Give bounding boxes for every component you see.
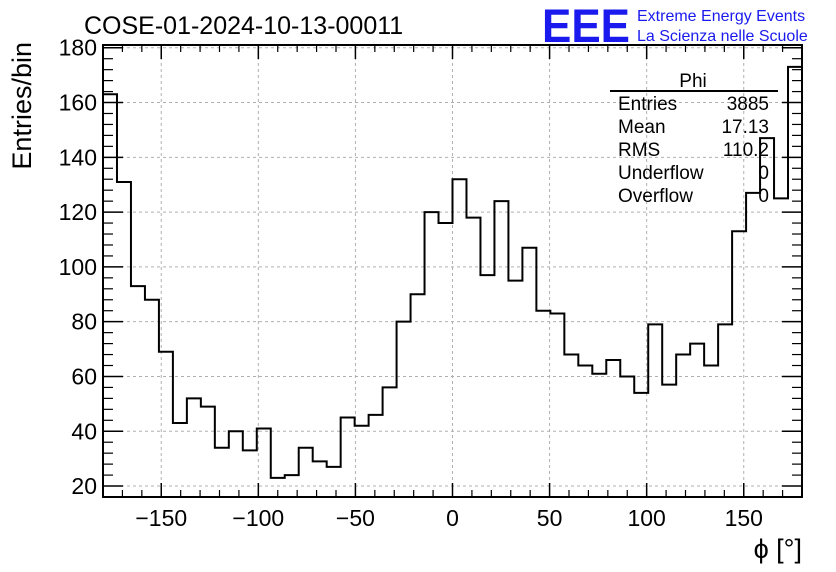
chart-title: COSE-01-2024-10-13-00011	[84, 12, 403, 40]
eee-logo: EEE Extreme Energy Events La Scienza nel…	[542, 0, 808, 52]
stats-label-overflow: Overflow	[618, 186, 693, 207]
tick-labels: −150 −100 −50 0 50 100 150 20 40 60 80 100 120 140 160…	[59, 35, 763, 531]
y-tick-label: 60	[71, 363, 97, 389]
y-tick-label: 120	[59, 199, 97, 225]
y-tick-label: 100	[59, 254, 97, 280]
eee-logo-mark: EEE	[542, 0, 630, 52]
stats-value-rms: 110.2	[723, 140, 769, 161]
stats-label-mean: Mean	[618, 117, 666, 138]
x-tick-label: 50	[537, 505, 563, 531]
stats-label-rms: RMS	[618, 140, 660, 161]
x-tick-label: −50	[336, 505, 375, 531]
y-tick-label: 40	[71, 418, 97, 444]
axis-ticks	[103, 45, 802, 498]
x-tick-label: 100	[627, 505, 665, 531]
stats-box: Phi Entries 3885 Mean 17.13 RMS 110.2 Un…	[610, 71, 778, 207]
stats-label-entries: Entries	[618, 94, 677, 115]
y-tick-label: 140	[59, 144, 97, 170]
y-tick-label: 20	[71, 473, 97, 499]
stats-value-entries: 3885	[727, 94, 769, 115]
x-axis-label: ϕ [°]	[754, 534, 802, 564]
eee-logo-line1: Extreme Energy Events	[637, 8, 805, 25]
x-tick-label: −150	[135, 505, 187, 531]
x-tick-label: 0	[446, 505, 459, 531]
grid-lines	[103, 45, 802, 497]
stats-value-underflow: 0	[758, 163, 769, 184]
eee-logo-line2: La Scienza nelle Scuole	[637, 28, 808, 45]
stats-value-mean: 17.13	[721, 117, 769, 138]
y-axis-label: Entries/bin	[7, 42, 37, 170]
histogram-bins	[103, 67, 802, 478]
y-tick-label: 160	[59, 90, 97, 116]
stats-value-overflow: 0	[758, 186, 769, 207]
x-tick-label: 150	[725, 505, 763, 531]
x-tick-label: −100	[232, 505, 284, 531]
histogram-line	[102, 65, 803, 497]
y-tick-label: 80	[71, 309, 97, 335]
y-tick-label: 180	[59, 35, 97, 61]
stats-label-underflow: Underflow	[618, 163, 704, 184]
stats-title: Phi	[679, 71, 706, 92]
